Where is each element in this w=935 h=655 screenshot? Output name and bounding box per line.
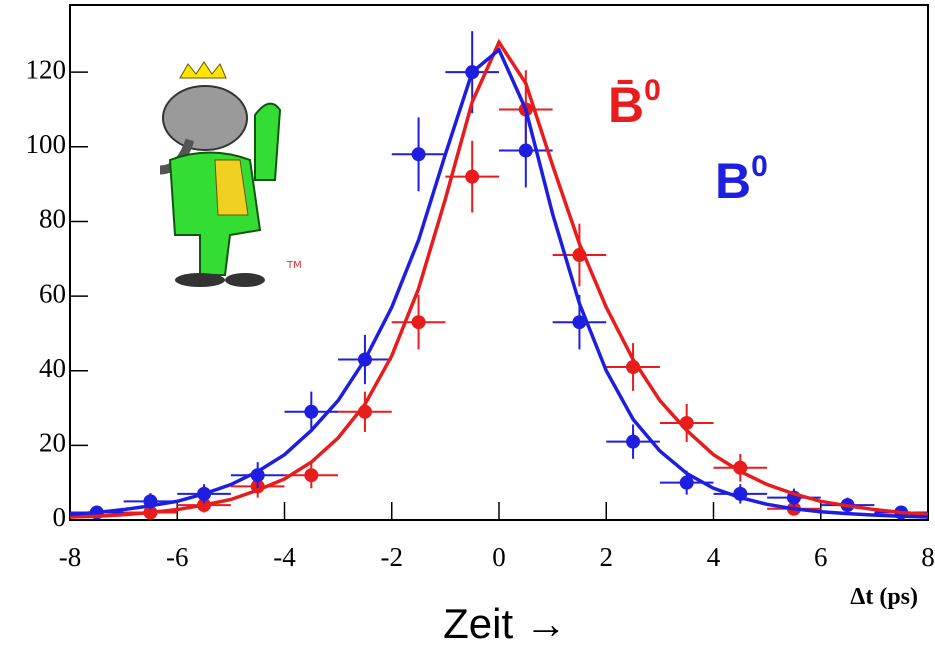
y-tick-label: 100 (26, 129, 67, 159)
plot-frame (70, 5, 928, 520)
series-label: B̄0 (608, 74, 661, 133)
y-tick-label: 20 (39, 428, 66, 458)
trademark: TM (286, 260, 302, 271)
data-point (626, 435, 640, 449)
x-tick-label: 0 (492, 542, 506, 572)
chart: TM Δt (ps) Zeit → 020406080100120-8-6-4-… (0, 0, 935, 655)
data-point (465, 170, 479, 184)
x-tick-label: 4 (707, 542, 721, 572)
data-point (412, 315, 426, 329)
elephant-logo: TM (160, 62, 302, 287)
x-tick-label: 6 (814, 542, 828, 572)
y-tick-label: 120 (26, 54, 67, 84)
series-label: B0 (715, 150, 768, 209)
x-tick-label: 2 (600, 542, 614, 572)
x-tick-label: 8 (921, 542, 935, 572)
data-point (304, 405, 318, 419)
data-point (304, 468, 318, 482)
y-tick-label: 0 (53, 502, 67, 532)
caption: Zeit → (443, 600, 567, 647)
y-tick-label: 40 (39, 353, 66, 383)
series-superscript: 0 (644, 74, 661, 107)
data-point (412, 147, 426, 161)
series-name: B̄ (608, 77, 644, 133)
x-tick-label: -4 (273, 542, 296, 572)
data-point (519, 144, 533, 158)
x-tick-label: -6 (166, 542, 189, 572)
x-tick-label: -2 (381, 542, 404, 572)
y-tick-label: 80 (39, 204, 66, 234)
series-superscript: 0 (751, 150, 768, 183)
series-name: B (715, 153, 751, 209)
y-tick-label: 60 (39, 278, 66, 308)
x-axis-label: Δt (ps) (850, 584, 918, 610)
x-tick-label: -8 (59, 542, 82, 572)
